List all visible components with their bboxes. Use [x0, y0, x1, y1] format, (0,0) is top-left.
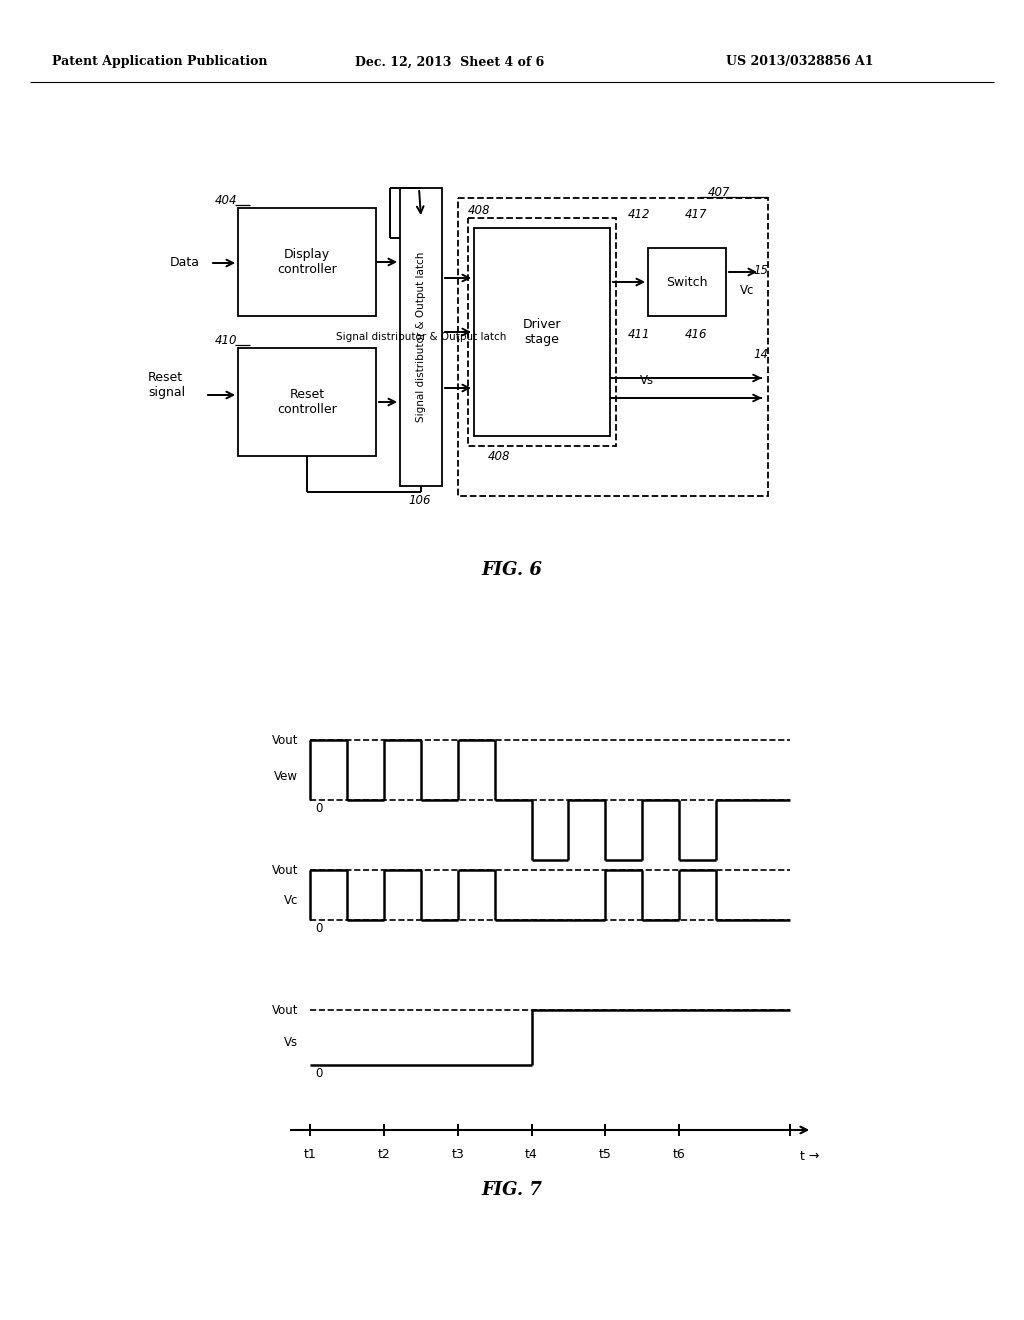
Text: Patent Application Publication: Patent Application Publication	[52, 55, 267, 69]
Text: 408: 408	[488, 450, 511, 462]
Text: 416: 416	[685, 329, 708, 342]
Text: 15: 15	[753, 264, 768, 276]
Text: Reset
controller: Reset controller	[278, 388, 337, 416]
Text: 417: 417	[685, 209, 708, 222]
Bar	[474, 228, 610, 436]
Text: 106: 106	[408, 494, 430, 507]
Text: t6: t6	[673, 1148, 686, 1162]
Text: US 2013/0328856 A1: US 2013/0328856 A1	[726, 55, 873, 69]
Text: Vout: Vout	[271, 1003, 298, 1016]
Text: Vew: Vew	[274, 770, 298, 783]
Text: t →: t →	[800, 1150, 819, 1163]
Bar	[400, 187, 442, 486]
Text: 410: 410	[215, 334, 238, 346]
Text: Display
controller: Display controller	[278, 248, 337, 276]
Text: FIG. 6: FIG. 6	[481, 561, 543, 579]
Text: 407: 407	[708, 186, 730, 198]
Bar	[468, 218, 616, 446]
Text: t3: t3	[452, 1148, 464, 1162]
Bar	[238, 348, 376, 455]
Text: t1: t1	[304, 1148, 316, 1162]
Text: Driver
stage: Driver stage	[522, 318, 561, 346]
Text: t2: t2	[378, 1148, 390, 1162]
Text: Signal distributor & Output latch: Signal distributor & Output latch	[416, 252, 426, 422]
Text: Dec. 12, 2013  Sheet 4 of 6: Dec. 12, 2013 Sheet 4 of 6	[355, 55, 545, 69]
Text: Data: Data	[170, 256, 200, 269]
Text: t4: t4	[525, 1148, 538, 1162]
Text: 0: 0	[315, 921, 323, 935]
Text: t5: t5	[599, 1148, 611, 1162]
Bar	[238, 209, 376, 315]
Text: Vout: Vout	[271, 734, 298, 747]
Text: Vs: Vs	[284, 1036, 298, 1049]
Text: 412: 412	[628, 209, 650, 222]
Text: 0: 0	[315, 803, 323, 814]
Text: Signal distributor & Output latch: Signal distributor & Output latch	[336, 333, 506, 342]
Bar	[648, 248, 726, 315]
Text: Vc: Vc	[284, 894, 298, 907]
Text: Reset
signal: Reset signal	[148, 371, 185, 399]
Text: FIG. 7: FIG. 7	[481, 1181, 543, 1199]
Text: 404: 404	[215, 194, 238, 206]
Text: 14: 14	[753, 348, 768, 362]
Text: Vs: Vs	[640, 374, 654, 387]
Text: 0: 0	[315, 1067, 323, 1080]
Bar	[458, 198, 768, 496]
Text: Vout: Vout	[271, 863, 298, 876]
Text: 408: 408	[468, 203, 490, 216]
Text: Vc: Vc	[740, 284, 755, 297]
Text: 411: 411	[628, 329, 650, 342]
Text: Switch: Switch	[667, 276, 708, 289]
